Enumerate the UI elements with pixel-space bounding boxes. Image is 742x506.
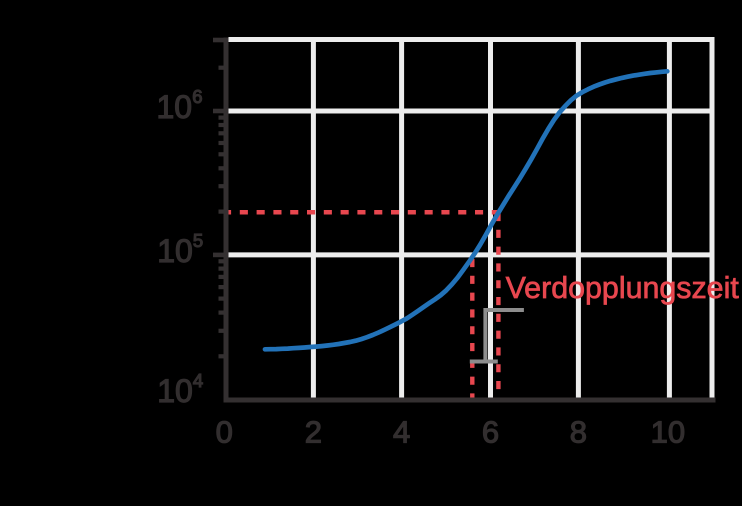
svg-text:4: 4	[393, 415, 410, 450]
svg-text:6: 6	[482, 415, 499, 450]
svg-text:0: 0	[216, 415, 233, 450]
svg-text:5: 5	[193, 230, 203, 251]
svg-text:10: 10	[157, 373, 193, 409]
svg-text:10: 10	[157, 233, 193, 269]
svg-text:10: 10	[651, 415, 685, 450]
svg-text:10: 10	[157, 89, 193, 125]
svg-text:Verdopplungszeit: Verdopplungszeit	[506, 271, 740, 305]
svg-text:2: 2	[305, 415, 322, 450]
svg-text:4: 4	[193, 370, 203, 391]
svg-text:6: 6	[192, 86, 202, 107]
svg-text:8: 8	[570, 415, 587, 450]
